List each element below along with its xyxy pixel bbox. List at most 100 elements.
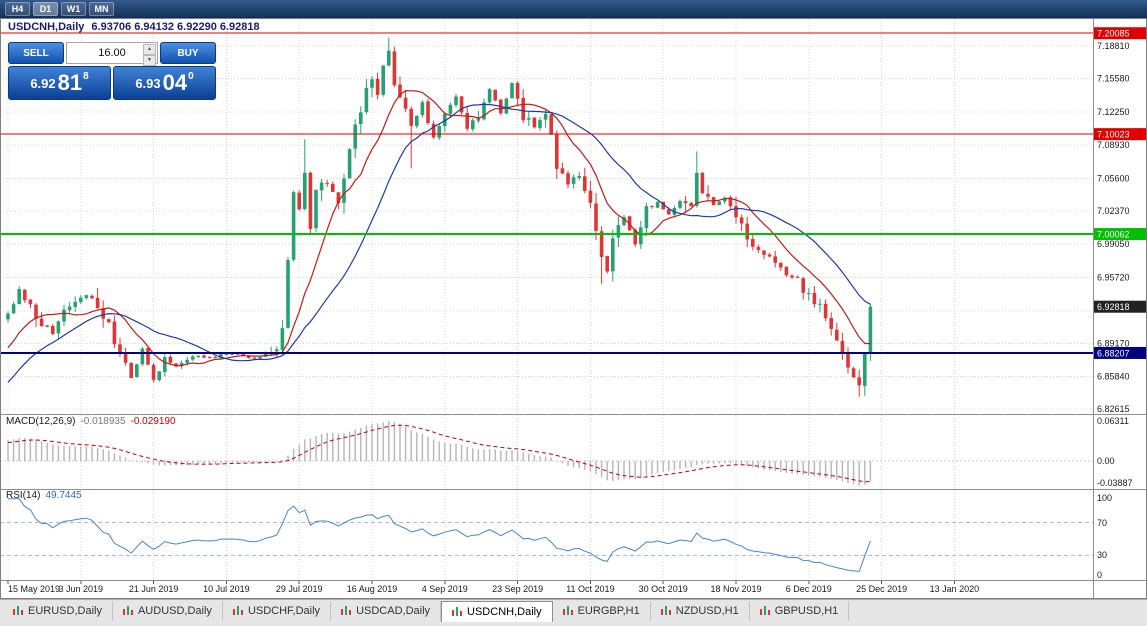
rsi-value: 49.7445 (45, 490, 82, 501)
tab-gbpusd-h1[interactable]: GBPUSD,H1 (750, 601, 850, 621)
volume-decrease-button[interactable]: ▼ (143, 55, 156, 66)
svg-text:6.88207: 6.88207 (1097, 348, 1130, 358)
svg-text:30 Oct 2019: 30 Oct 2019 (639, 584, 688, 594)
buy-price-pipette: 0 (188, 71, 194, 82)
svg-text:7.05600: 7.05600 (1097, 173, 1130, 183)
tab-audusd-daily[interactable]: AUDUSD,Daily (113, 601, 223, 621)
svg-text:6.82615: 6.82615 (1097, 404, 1130, 414)
tab-eurusd-daily[interactable]: EURUSD,Daily (3, 601, 113, 621)
buy-price-base: 6.93 (135, 75, 161, 91)
chart-icon (660, 606, 671, 616)
rsi-line (8, 498, 871, 573)
timeframe-button-w1[interactable]: W1 (61, 2, 86, 16)
sell-price-base: 6.92 (30, 75, 56, 91)
chart-icon (122, 606, 133, 616)
svg-text:25 Dec 2019: 25 Dec 2019 (856, 584, 907, 594)
tab-label: USDCNH,Daily (467, 606, 542, 618)
timeframe-button-h4[interactable]: H4 (5, 2, 30, 16)
svg-text:-0.03887: -0.03887 (1097, 478, 1133, 488)
tab-eurgbp-h1[interactable]: EURGBP,H1 (553, 601, 651, 621)
volume-spinner: ▲ ▼ (143, 44, 156, 66)
svg-text:11 Oct 2019: 11 Oct 2019 (566, 584, 614, 594)
tab-label: USDCAD,Daily (356, 605, 431, 617)
svg-text:0: 0 (1097, 570, 1102, 580)
svg-text:29 Jul 2019: 29 Jul 2019 (276, 584, 323, 594)
buy-price-display[interactable]: 6.93 04 0 (113, 66, 216, 100)
buy-price-pips: 04 (162, 70, 188, 95)
tab-label: EURUSD,Daily (28, 605, 102, 617)
sell-price-display[interactable]: 6.92 81 8 (8, 66, 111, 100)
svg-text:3 Jun 2019: 3 Jun 2019 (59, 584, 104, 594)
buy-button[interactable]: BUY (160, 42, 216, 64)
tab-label: AUDUSD,Daily (137, 605, 212, 617)
svg-text:6.92818: 6.92818 (1097, 302, 1130, 312)
one-click-trading-panel: SELL 16.00 ▲ ▼ BUY 6.92 81 8 6.93 04 0 (8, 42, 216, 100)
volume-input[interactable]: 16.00 ▲ ▼ (66, 42, 158, 66)
svg-text:0.06311: 0.06311 (1097, 416, 1129, 426)
svg-text:18 Nov 2019: 18 Nov 2019 (710, 584, 761, 594)
svg-text:6.85840: 6.85840 (1097, 372, 1130, 382)
svg-text:30: 30 (1097, 550, 1107, 560)
macd-indicator-label: MACD(12,26,9) -0.018935 -0.029190 (6, 416, 176, 427)
chart-icon (562, 606, 573, 616)
timeframe-button-d1[interactable]: D1 (33, 2, 58, 16)
svg-text:7.18810: 7.18810 (1097, 41, 1130, 51)
svg-text:6.89170: 6.89170 (1097, 338, 1130, 348)
timeframe-toolbar: H4 D1 W1 MN (0, 0, 1147, 18)
tab-nzdusd-h1[interactable]: NZDUSD,H1 (651, 601, 750, 621)
svg-text:7.08930: 7.08930 (1097, 140, 1130, 150)
tab-usdcnh-daily[interactable]: USDCNH,Daily (441, 601, 553, 622)
svg-text:7.15580: 7.15580 (1097, 73, 1130, 83)
price-scale[interactable]: 7.18810 7.15580 7.12250 7.08930 7.05600 7.023… (1094, 27, 1146, 580)
sell-price-pips: 81 (57, 70, 83, 95)
rsi-name: RSI(14) (6, 490, 41, 501)
sma-22-line (7, 103, 871, 383)
sell-price-pipette: 8 (83, 71, 89, 82)
tab-usdchf-daily[interactable]: USDCHF,Daily (223, 601, 332, 621)
macd-histogram (7, 421, 872, 486)
svg-text:6 Dec 2019: 6 Dec 2019 (786, 584, 832, 594)
svg-text:15 May 2019: 15 May 2019 (8, 584, 60, 594)
chart-icon (759, 606, 770, 616)
sell-button[interactable]: SELL (8, 42, 64, 64)
ohlc-values: 6.93706 6.94132 6.92290 6.92818 (91, 21, 260, 33)
svg-text:100: 100 (1097, 493, 1112, 503)
tab-label: NZDUSD,H1 (675, 605, 739, 617)
svg-text:6.99050: 6.99050 (1097, 239, 1130, 249)
chart-tab-bar: EURUSD,Daily AUDUSD,Daily USDCHF,Daily USDC… (0, 599, 1147, 626)
svg-text:7.20085: 7.20085 (1097, 29, 1130, 39)
svg-text:13 Jan 2020: 13 Jan 2020 (930, 584, 980, 594)
svg-text:7.12250: 7.12250 (1097, 107, 1130, 117)
svg-text:7.00062: 7.00062 (1097, 230, 1130, 240)
chart-icon (13, 606, 23, 616)
volume-value: 16.00 (98, 47, 126, 59)
chart-icon (452, 607, 463, 617)
macd-name: MACD(12,26,9) (6, 416, 76, 427)
svg-text:0.00: 0.00 (1097, 456, 1115, 466)
svg-text:7.02370: 7.02370 (1097, 206, 1130, 216)
tab-label: USDCHF,Daily (247, 605, 321, 617)
chart-icon (232, 606, 243, 616)
svg-text:23 Sep 2019: 23 Sep 2019 (492, 584, 543, 594)
svg-text:6.95720: 6.95720 (1097, 273, 1130, 283)
symbol-label: USDCNH,Daily (8, 21, 85, 33)
chart-title: USDCNH,Daily 6.93706 6.94132 6.92290 6.92… (8, 21, 260, 33)
macd-signal-line (7, 424, 871, 483)
timeframe-button-mn[interactable]: MN (89, 2, 114, 16)
candlestick-series (6, 37, 873, 397)
tab-label: GBPUSD,H1 (774, 605, 839, 617)
svg-text:10 Jul 2019: 10 Jul 2019 (203, 584, 250, 594)
price-level-lines[interactable] (0, 32, 1093, 354)
rsi-indicator-label: RSI(14) 49.7445 (6, 490, 82, 501)
tab-label: EURGBP,H1 (577, 605, 640, 617)
chart-icon (341, 606, 352, 616)
svg-text:4 Sep 2019: 4 Sep 2019 (422, 584, 468, 594)
volume-increase-button[interactable]: ▲ (143, 44, 156, 55)
svg-text:7.10023: 7.10023 (1097, 130, 1130, 140)
svg-text:70: 70 (1097, 518, 1107, 528)
sma-10-line (7, 89, 871, 367)
tab-usdcad-daily[interactable]: USDCAD,Daily (331, 601, 442, 621)
